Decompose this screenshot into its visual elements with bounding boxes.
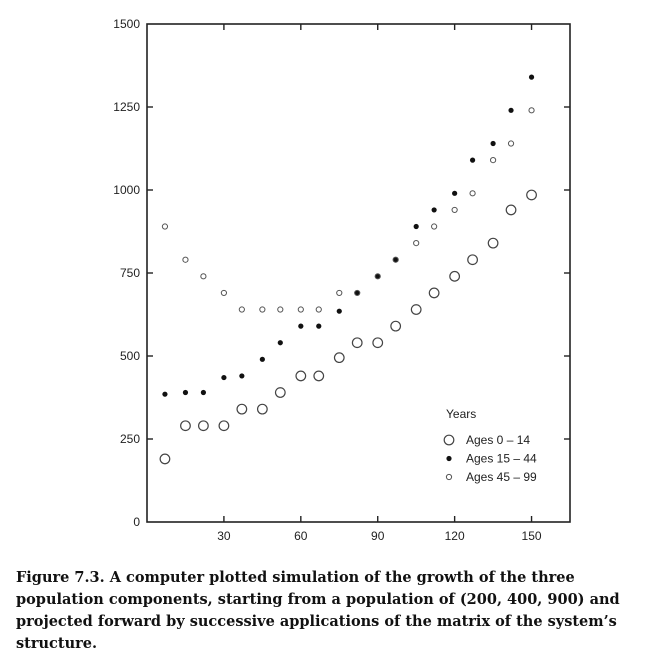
x-tick-label: 150 <box>522 529 542 543</box>
data-point <box>298 323 304 329</box>
data-point <box>180 420 191 432</box>
data-point <box>428 287 440 299</box>
data-point <box>295 370 307 382</box>
axis-ticks: 0 250 500 750 1000 1250 1500 30 60 90 120 150 <box>113 17 570 543</box>
data-points <box>159 74 537 465</box>
data-point <box>489 157 497 164</box>
data-point <box>259 356 265 362</box>
data-point <box>354 290 360 296</box>
data-point <box>351 337 363 349</box>
legend-marker <box>446 455 452 462</box>
y-tick-label: 250 <box>120 432 140 446</box>
x-tick-label: 30 <box>217 529 231 543</box>
legend-title: Years <box>446 407 476 421</box>
data-point <box>256 403 268 415</box>
x-tick-label: 90 <box>371 529 385 543</box>
legend-items: Ages 0 – 14 Ages 15 – 44 Ages 45 – 99 <box>443 433 537 484</box>
data-point <box>221 374 227 381</box>
data-point <box>431 207 437 213</box>
x-tick-label: 120 <box>445 529 465 543</box>
data-point <box>431 223 438 230</box>
data-point <box>333 352 345 364</box>
data-point <box>274 387 286 398</box>
data-point <box>490 140 496 147</box>
data-point <box>467 254 478 266</box>
data-point <box>277 306 284 313</box>
data-point <box>469 157 476 163</box>
data-point <box>449 270 461 282</box>
data-point <box>375 273 381 279</box>
data-point <box>374 273 381 280</box>
data-point <box>313 370 325 382</box>
y-tick-label: 1000 <box>113 183 140 197</box>
data-point <box>505 204 517 216</box>
data-point <box>197 420 209 432</box>
data-point <box>526 189 537 201</box>
data-point <box>200 389 206 396</box>
data-point <box>469 190 476 197</box>
data-point <box>452 190 458 196</box>
data-point <box>393 257 399 263</box>
series-1 <box>159 189 537 465</box>
data-point <box>487 237 499 249</box>
data-point <box>218 420 230 432</box>
data-point <box>336 308 342 314</box>
data-point <box>413 223 419 230</box>
data-point <box>239 373 245 379</box>
legend-marker <box>443 434 455 446</box>
legend-marker <box>445 473 453 481</box>
data-point <box>220 289 228 297</box>
data-point <box>182 389 189 396</box>
data-point <box>354 289 361 297</box>
series-3 <box>161 107 535 313</box>
y-tick-label: 500 <box>120 349 140 363</box>
plot-frame <box>146 23 571 523</box>
legend-label: Ages 45 – 99 <box>466 470 537 484</box>
data-point <box>413 240 420 247</box>
data-point <box>528 107 535 114</box>
data-point <box>508 107 514 113</box>
data-point <box>451 206 458 214</box>
legend-label: Ages 0 – 14 <box>466 433 530 447</box>
data-point <box>315 306 322 313</box>
data-point <box>297 306 304 313</box>
data-point <box>392 256 399 263</box>
x-tick-label: 60 <box>294 529 308 543</box>
data-point <box>528 74 535 80</box>
legend: Years Ages 0 – 14 Ages 15 – 44 Ages 45 – 9… <box>443 407 537 484</box>
data-point <box>238 306 245 313</box>
data-point <box>161 223 169 230</box>
data-point <box>507 140 515 147</box>
y-tick-label: 1250 <box>113 100 140 114</box>
data-point <box>200 273 207 280</box>
y-tick-label: 0 <box>133 515 140 529</box>
data-point <box>182 256 189 263</box>
data-point <box>390 320 402 332</box>
data-point <box>372 337 384 349</box>
data-point <box>410 304 422 315</box>
figure-caption: Figure 7.3. A computer plotted simulatio… <box>16 569 620 652</box>
data-point <box>236 403 248 415</box>
data-point <box>336 289 343 297</box>
y-tick-label: 750 <box>120 266 140 280</box>
y-tick-label: 1500 <box>113 17 140 31</box>
data-point <box>277 340 283 346</box>
data-point <box>316 323 322 329</box>
data-point <box>259 306 266 313</box>
legend-label: Ages 15 – 44 <box>466 452 537 466</box>
data-point <box>162 391 168 397</box>
scatter-chart: 0 250 500 750 1000 1250 1500 30 60 90 120 150 Years… <box>113 17 571 543</box>
data-point <box>159 453 171 465</box>
series-2 <box>162 74 535 397</box>
